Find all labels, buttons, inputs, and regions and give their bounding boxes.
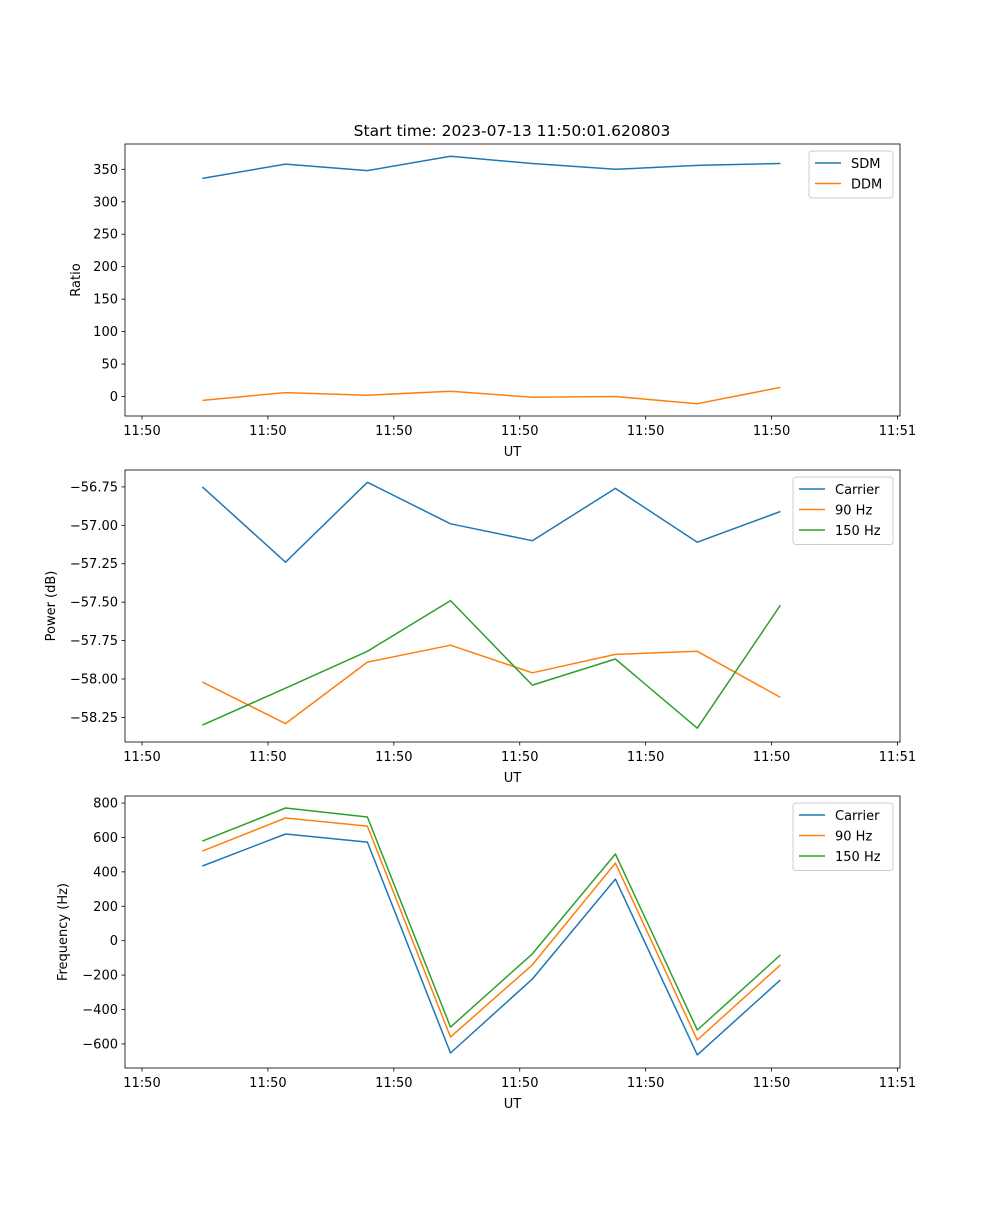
y-tick-label: −400 [82, 1003, 118, 1018]
legend-label: 150 Hz [835, 524, 881, 539]
x-tick-label: 11:51 [879, 1076, 916, 1091]
x-tick-label: 11:51 [879, 424, 916, 439]
x-tick-label: 11:50 [123, 750, 160, 765]
legend-label: 90 Hz [835, 830, 872, 845]
legend: SDM DDM [808, 150, 894, 199]
axes-frame [124, 795, 901, 1069]
y-tick-label: −58.00 [70, 672, 118, 687]
legend-box [792, 476, 894, 545]
x-tick-label: 11:50 [375, 424, 412, 439]
legend-label: 90 Hz [835, 504, 872, 519]
series-line-carrier [201, 481, 781, 563]
subplot-2: 11:50 11:50 11:50 11:50 11:50 11:50 11:51 −58.2… [44, 469, 916, 786]
x-tick-label: 11:50 [375, 1076, 412, 1091]
x-axis-label: UT [504, 771, 522, 786]
x-axis-label: UT [504, 1097, 522, 1112]
legend-label: SDM [851, 157, 880, 172]
y-tick-label: −600 [82, 1037, 118, 1052]
legend-label: DDM [851, 178, 882, 193]
series-line-sdm [202, 155, 781, 180]
x-tick-label: 11:50 [249, 1076, 286, 1091]
y-axis-label: Power (dB) [44, 571, 59, 642]
subplot-3: 11:50 11:50 11:50 11:50 11:50 11:50 11:51 −600 −… [56, 795, 916, 1112]
axes-frame [124, 469, 901, 743]
x-tick-label: 11:50 [249, 750, 286, 765]
y-tick-label: 100 [93, 325, 118, 340]
y-tick-label: 150 [93, 293, 118, 308]
y-tick-label: 300 [93, 195, 118, 210]
x-axis-label: UT [504, 445, 522, 460]
y-axis-label: Frequency (Hz) [56, 883, 71, 981]
x-tick-label: 11:50 [123, 1076, 160, 1091]
x-tick-label: 11:50 [501, 1076, 538, 1091]
legend-label: 150 Hz [835, 850, 881, 865]
series-line-90-hz [202, 817, 781, 1041]
y-tick-label: 400 [93, 865, 118, 880]
x-tick-label: 11:50 [123, 424, 160, 439]
figure-title: Start time: 2023-07-13 11:50:01.620803 [354, 122, 671, 140]
y-tick-label: 800 [93, 797, 118, 812]
series-line-ddm [202, 386, 781, 405]
legend: Carrier 90 Hz 150 Hz [792, 802, 894, 871]
legend: Carrier 90 Hz 150 Hz [792, 476, 894, 545]
x-tick-label: 11:50 [753, 424, 790, 439]
y-tick-label: −57.25 [70, 557, 118, 572]
y-tick-label: 50 [101, 358, 118, 373]
x-tick-label: 11:51 [879, 750, 916, 765]
y-tick-label: 200 [93, 900, 118, 915]
series-line-90-hz [202, 644, 781, 725]
legend-label: Carrier [835, 483, 880, 498]
x-tick-label: 11:50 [501, 750, 538, 765]
y-tick-label: −200 [82, 969, 118, 984]
x-tick-label: 11:50 [501, 424, 538, 439]
y-tick-label: 0 [110, 934, 118, 949]
series-line-carrier [202, 833, 781, 1056]
x-tick-label: 11:50 [753, 750, 790, 765]
y-tick-label: −57.50 [70, 596, 118, 611]
x-tick-label: 11:50 [249, 424, 286, 439]
x-tick-label: 11:50 [627, 424, 664, 439]
x-tick-label: 11:50 [627, 1076, 664, 1091]
series-line-150-hz [202, 599, 782, 729]
legend-label: Carrier [835, 809, 880, 824]
y-tick-label: −57.00 [70, 519, 118, 534]
x-tick-label: 11:50 [375, 750, 412, 765]
y-tick-label: 250 [93, 228, 118, 243]
y-axis-label: Ratio [69, 263, 84, 296]
x-tick-label: 11:50 [627, 750, 664, 765]
y-tick-label: −57.75 [70, 634, 118, 649]
y-tick-label: 350 [93, 163, 118, 178]
y-tick-label: 200 [93, 260, 118, 275]
x-tick-label: 11:50 [753, 1076, 790, 1091]
series-line-150-hz [202, 807, 781, 1031]
axes-frame [124, 143, 901, 417]
legend-box [792, 802, 894, 871]
y-tick-label: −58.25 [70, 711, 118, 726]
y-tick-label: −56.75 [70, 480, 118, 495]
y-tick-label: 0 [110, 390, 118, 405]
y-tick-label: 600 [93, 831, 118, 846]
subplot-1: 11:50 11:50 11:50 11:50 11:50 11:50 11:51 0 50 10… [69, 143, 916, 460]
